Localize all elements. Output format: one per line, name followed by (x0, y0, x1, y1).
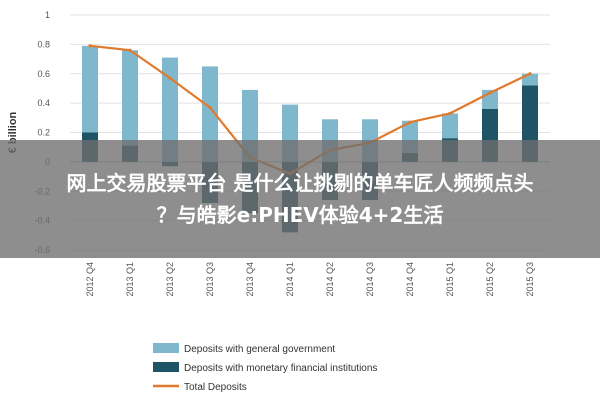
y-tick-label: 1 (45, 10, 50, 20)
legend-swatch-general-government (153, 343, 179, 353)
x-tick-label: 2013 Q2 (165, 262, 175, 297)
x-tick-label: 2014 Q2 (325, 262, 335, 297)
total-deposits-point (488, 91, 492, 95)
legend-label-monetary-financial-institutions: Deposits with monetary financial institu… (184, 363, 377, 374)
x-tick-label: 2014 Q4 (405, 262, 415, 297)
y-tick-label: 0.4 (37, 98, 50, 108)
caption-line-2: ？与皓影e:PHEV体验4+2生活 (156, 203, 444, 227)
bar-general-government (202, 66, 218, 162)
total-deposits-point (168, 76, 172, 80)
x-tick-label: 2013 Q1 (125, 262, 135, 297)
total-deposits-point (208, 105, 212, 110)
x-tick-label: 2014 Q3 (365, 262, 375, 297)
caption-overlay: 网上交易股票平台 是什么让挑剔的单车匠人频频点头 ？与皓影e:PHEV体验4+2… (0, 140, 600, 258)
x-tick-label: 2015 Q2 (485, 262, 495, 297)
x-tick-label: 2014 Q1 (285, 262, 295, 297)
x-tick-label: 2015 Q1 (445, 262, 455, 297)
y-tick-label: 0.2 (37, 128, 50, 138)
total-deposits-point (408, 120, 412, 124)
x-tick-label: 2013 Q3 (205, 262, 215, 297)
legend: Deposits with general government Deposit… (153, 343, 377, 393)
caption-line-1: 网上交易股票平台 是什么让挑剔的单车匠人频频点头 (66, 171, 534, 195)
x-tick-label: 2013 Q4 (245, 262, 255, 297)
bar-general-government (162, 57, 178, 162)
total-deposits-point (128, 48, 132, 52)
legend-swatch-monetary-financial-institutions (153, 362, 179, 372)
total-deposits-point (88, 44, 92, 48)
bar-general-government (122, 50, 138, 162)
legend-label-general-government: Deposits with general government (184, 344, 335, 355)
x-tick-label: 2015 Q3 (525, 262, 535, 297)
y-tick-label: 0.8 (37, 39, 50, 49)
total-deposits-point (528, 72, 532, 76)
total-deposits-point (448, 111, 452, 116)
legend-label-total-deposits: Total Deposits (184, 382, 247, 393)
x-tick-labels: 2012 Q4 2013 Q1 2013 Q2 2013 Q3 2013 Q4 2014 … (85, 262, 535, 297)
y-tick-label: 0.6 (37, 69, 50, 79)
x-tick-label: 2012 Q4 (85, 262, 95, 297)
